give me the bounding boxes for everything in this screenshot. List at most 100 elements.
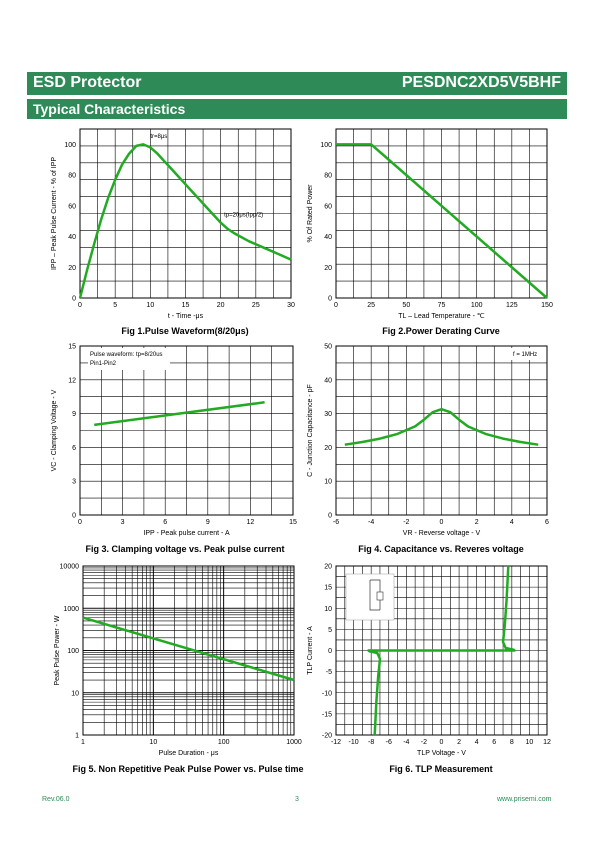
fig1-caption: Fig 1.Pulse Waveform(8/20μs) bbox=[121, 326, 249, 336]
section-title: Typical Characteristics bbox=[33, 101, 186, 117]
x-tick-label: 0 bbox=[78, 519, 82, 526]
y-tick-label: 100 bbox=[64, 142, 76, 149]
y-tick-label: 80 bbox=[68, 173, 76, 180]
x-tick-label: 15 bbox=[289, 519, 297, 526]
plot-frame bbox=[82, 565, 295, 736]
x-tick-label: 1000 bbox=[286, 739, 302, 746]
x-tick-label: -12 bbox=[331, 739, 341, 746]
x-tick-label: 20 bbox=[217, 302, 225, 309]
x-tick-label: 3 bbox=[121, 519, 125, 526]
legend-text: f = 1MHz bbox=[513, 352, 537, 358]
website: www.prisemi.com bbox=[497, 796, 552, 803]
plot-frame bbox=[79, 345, 294, 516]
y-tick-label: 5 bbox=[328, 627, 332, 634]
y-tick-label: 1000 bbox=[63, 606, 79, 613]
fig3-chart: 0 3 6 9 12 15 0 3 6 9 12 15 IPP - Peak pulse current… bbox=[51, 344, 297, 538]
y-tick-label: 10 bbox=[71, 690, 79, 697]
fig5-caption: Fig 5. Non Repetitive Peak Pulse Power v… bbox=[72, 764, 304, 774]
x-tick-label: -2 bbox=[403, 519, 409, 526]
x-axis-label: t - Time -μs bbox=[168, 313, 204, 320]
x-tick-label: 6 bbox=[163, 519, 167, 526]
y-tick-label: 40 bbox=[324, 234, 332, 241]
x-axis-label: TL – Lead Temperature - ℃ bbox=[398, 313, 485, 320]
y-tick-label: 10 bbox=[324, 606, 332, 613]
legend-text: Pulse waveform: tp=8/20us bbox=[90, 352, 163, 358]
y-tick-label: -5 bbox=[326, 669, 332, 676]
x-tick-label: 0 bbox=[78, 302, 82, 309]
legend-box bbox=[511, 348, 545, 360]
x-tick-label: 10 bbox=[146, 302, 154, 309]
y-tick-label: -10 bbox=[322, 690, 332, 697]
y-tick-label: 100 bbox=[320, 142, 332, 149]
series-line bbox=[336, 143, 548, 299]
x-tick-label: 25 bbox=[252, 302, 260, 309]
annotation: tp=20μs(Ipp/2) bbox=[224, 213, 263, 219]
x-tick-label: 150 bbox=[541, 302, 553, 309]
y-tick-label: 40 bbox=[324, 377, 332, 384]
legend-box bbox=[88, 348, 170, 370]
y-tick-label: 9 bbox=[72, 411, 76, 418]
annotation: tr=8μs bbox=[150, 134, 167, 140]
y-axis-label: C - Junction Capacitance - pF bbox=[307, 384, 314, 477]
y-tick-label: 15 bbox=[68, 344, 76, 351]
x-tick-label: 2 bbox=[457, 739, 461, 746]
series-line bbox=[78, 143, 292, 299]
x-tick-label: -6 bbox=[386, 739, 392, 746]
x-tick-label: 100 bbox=[218, 739, 230, 746]
x-tick-label: 10 bbox=[526, 739, 534, 746]
x-tick-label: 50 bbox=[402, 302, 410, 309]
series-line bbox=[82, 616, 295, 682]
y-axis-label: VC - Clamping Voltage - V bbox=[51, 389, 58, 471]
x-tick-label: 25 bbox=[367, 302, 375, 309]
fig4-caption: Fig 4. Capacitance vs. Reveres voltage bbox=[358, 544, 524, 554]
x-tick-label: 0 bbox=[440, 739, 444, 746]
fig4-chart: -6 -4 -2 0 2 4 6 0 10 20 30 40 50 VR - Reverse voltag… bbox=[307, 344, 549, 538]
fig6-chart: -12 -10 -8 -6 -4 -2 0 2 4 6 8 10 12-20-15-10-5051015… bbox=[307, 564, 551, 758]
y-tick-label: 40 bbox=[68, 234, 76, 241]
series-line bbox=[94, 401, 265, 427]
page-number: 3 bbox=[295, 796, 299, 803]
x-tick-label: -10 bbox=[349, 739, 359, 746]
x-tick-label: 100 bbox=[471, 302, 483, 309]
y-tick-label: -20 bbox=[322, 733, 332, 740]
fig2-chart: 0 25 50 75 100 125 150 0 20 40 60 80 100 TL – Lead Te… bbox=[307, 128, 553, 320]
header-bar: ESD Protector PESDNC2XD5V5BHF bbox=[27, 72, 567, 95]
y-tick-label: 100 bbox=[67, 648, 79, 655]
x-tick-label: 4 bbox=[475, 739, 479, 746]
y-tick-label: 20 bbox=[324, 564, 332, 571]
y-axis-label: % Of Rated Power bbox=[307, 184, 314, 243]
x-tick-label: 12 bbox=[247, 519, 255, 526]
x-tick-label: 6 bbox=[545, 519, 549, 526]
x-tick-label: 6 bbox=[492, 739, 496, 746]
plot-frame bbox=[79, 128, 292, 299]
x-axis-label: Pulse Duration - μs bbox=[159, 750, 219, 757]
x-tick-label: 125 bbox=[506, 302, 518, 309]
plot-frame bbox=[335, 128, 548, 299]
plot-frame bbox=[335, 565, 548, 736]
y-axis-label: Peak Pulse Power - W bbox=[54, 615, 61, 685]
fig2-caption: Fig 2.Power Derating Curve bbox=[382, 326, 500, 336]
fig1-chart: 0 5 10 15 20 25 30 0 20 40 60 80 100 t - Time -μs IPP … bbox=[51, 128, 295, 320]
x-tick-label: 1 bbox=[81, 739, 85, 746]
y-tick-label: 15 bbox=[324, 585, 332, 592]
y-tick-label: 1 bbox=[75, 733, 79, 740]
schematic-dut bbox=[376, 591, 384, 601]
plot-frame bbox=[335, 345, 548, 516]
x-tick-label: 30 bbox=[287, 302, 295, 309]
y-tick-label: 30 bbox=[324, 411, 332, 418]
x-tick-label: 75 bbox=[438, 302, 446, 309]
revision: Rev.06.0 bbox=[42, 796, 70, 803]
y-tick-label: 0 bbox=[72, 296, 76, 303]
y-tick-label: 0 bbox=[72, 513, 76, 520]
x-tick-label: -8 bbox=[368, 739, 374, 746]
x-tick-label: 4 bbox=[510, 519, 514, 526]
y-tick-label: 60 bbox=[68, 203, 76, 210]
part-number: PESDNC2XD5V5BHF bbox=[401, 74, 561, 91]
x-axis-label: IPP - Peak pulse current - A bbox=[143, 530, 230, 537]
y-axis-label: IPP – Peak Pulse Current - % of IPP bbox=[51, 157, 58, 270]
y-tick-label: 3 bbox=[72, 479, 76, 486]
y-tick-label: 50 bbox=[324, 344, 332, 351]
series-line bbox=[367, 565, 516, 736]
y-axis-label: TLP Current - A bbox=[307, 626, 314, 675]
x-tick-label: 5 bbox=[113, 302, 117, 309]
